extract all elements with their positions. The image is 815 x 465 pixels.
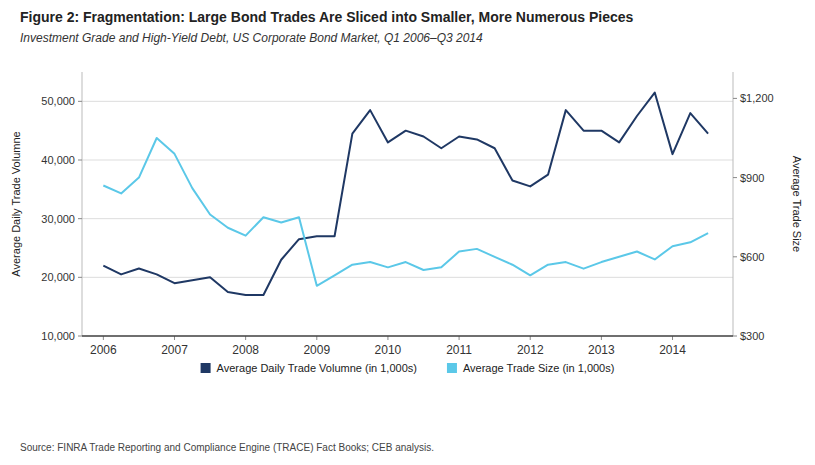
legend-swatch [447,363,457,373]
y-tick [78,218,82,219]
y-axis-line [82,72,83,336]
x-tick-label: 2013 [588,343,615,357]
y-tick-label: 50,000 [41,95,75,107]
y2-tick [733,177,737,178]
y2-tick [733,256,737,257]
x-axis-line [82,335,733,337]
y2-axis-label: Average Trade Size [791,156,803,252]
x-tick-label: 2011 [446,343,472,357]
y2-tick-label: $300 [740,330,764,342]
grid-line [82,277,733,278]
series-line [103,93,708,295]
y-axis-label: Average Daily Trade Volumne [10,131,22,276]
grid-line [82,218,733,219]
title: Figure 2: Fragmentation: Large Bond Trad… [20,9,634,25]
x-tick-label: 2006 [90,343,117,357]
grid-line [82,160,733,161]
x-tick-label: 2012 [517,343,544,357]
y2-tick-label: $900 [740,172,764,184]
source-note: Source: FINRA Trade Reporting and Compli… [20,442,434,453]
y-tick-label: 20,000 [41,271,75,283]
series-line [103,138,708,286]
x-tick-label: 2008 [232,343,259,357]
chart: Figure 2: Fragmentation: Large Bond Trad… [0,0,815,465]
y-tick [78,277,82,278]
subtitle: Investment Grade and High-Yield Debt, US… [20,31,483,45]
y-tick-label: 40,000 [41,154,75,166]
y-tick [78,160,82,161]
grid [82,101,733,336]
legend: Average Daily Trade Volumne (in 1,000s) A… [201,362,615,374]
grid-line [82,336,733,337]
y-tick [78,336,82,337]
y2-tick [733,98,737,99]
y2-axis-line [733,72,734,336]
y2-tick [733,336,737,337]
x-tick-label: 2010 [375,343,402,357]
y2-tick-label: $1,200 [740,92,774,104]
legend-label: Average Trade Size (in 1,000s) [463,362,614,374]
legend-label: Average Daily Trade Volumne (in 1,000s) [217,362,417,374]
x-tick-label: 2007 [161,343,188,357]
y2-tick-label: $600 [740,251,764,263]
y-tick-label: 30,000 [41,213,75,225]
y-tick [78,101,82,102]
y-tick-label: 10,000 [41,330,75,342]
x-tick-label: 2014 [659,343,686,357]
plot-area [103,93,708,295]
x-tick-label: 2009 [303,343,330,357]
legend-swatch [201,363,211,373]
grid-line [82,101,733,102]
